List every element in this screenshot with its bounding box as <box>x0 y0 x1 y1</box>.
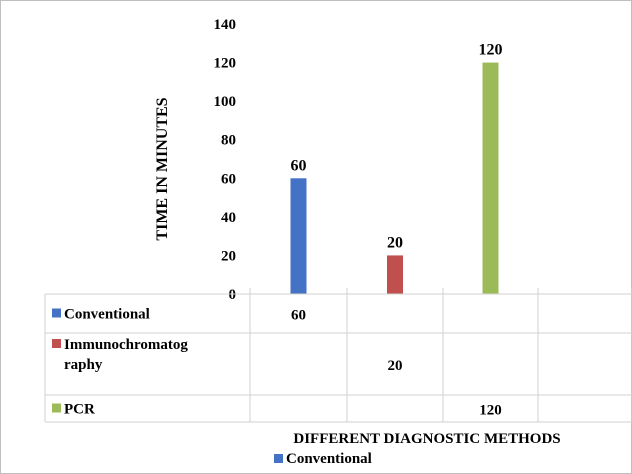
bar-2-2 <box>482 62 499 295</box>
y-tick-label: 60 <box>221 171 236 187</box>
y-tick-label: 20 <box>221 248 236 264</box>
data-label: 60 <box>291 157 307 174</box>
data-label: 20 <box>387 234 403 251</box>
legend-key <box>274 454 283 463</box>
table-row-label: Conventional <box>64 307 150 323</box>
bar-1-1 <box>387 255 403 294</box>
y-tick-label: 0 <box>229 287 237 303</box>
legend-key <box>52 308 61 318</box>
table-cell-value: 120 <box>479 403 502 419</box>
y-tick-label: 80 <box>221 133 236 149</box>
table-row-label: raphy <box>64 357 103 373</box>
table-row-label: PCR <box>64 402 95 418</box>
bar-0-0 <box>290 178 307 294</box>
table-cell-value: 20 <box>388 358 403 374</box>
table-row-label: Immunochromatog <box>64 337 188 353</box>
y-tick-label: 140 <box>214 17 237 33</box>
x-axis-title: DIFFERENT DIAGNOSTIC METHODS <box>293 431 560 447</box>
legend-key <box>52 403 61 413</box>
legend-key <box>52 339 61 348</box>
legend-label: Conventional <box>286 451 372 467</box>
y-axis-title: TIME IN MINUTES <box>154 97 171 240</box>
data-label: 120 <box>479 42 503 59</box>
y-tick-label: 120 <box>214 56 237 72</box>
y-tick-label: 40 <box>221 210 236 226</box>
y-tick-label: 100 <box>214 94 237 110</box>
table-cell-value: 60 <box>291 308 306 324</box>
